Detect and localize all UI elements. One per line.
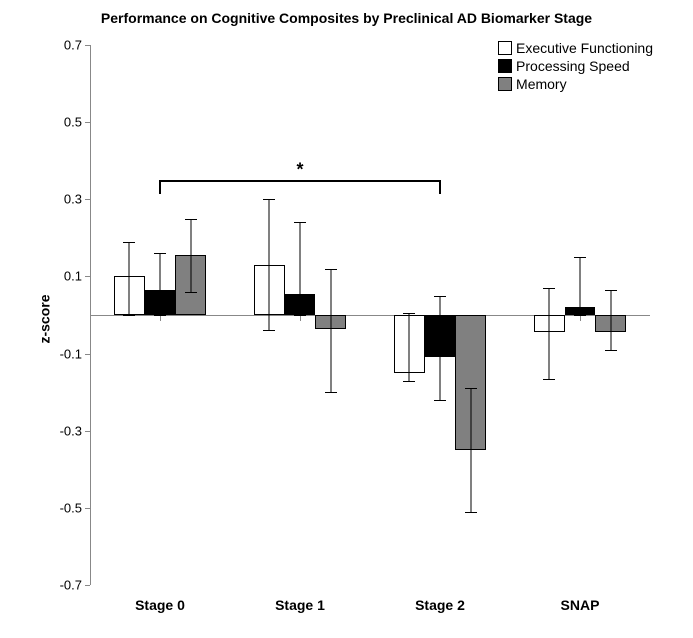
y-tick <box>85 508 90 509</box>
y-tick-label: -0.7 <box>60 578 82 593</box>
error-bar-cap <box>605 290 617 291</box>
y-tick-label: 0.5 <box>64 115 82 130</box>
error-bar-cap <box>154 315 166 316</box>
y-tick-label: 0.1 <box>64 269 82 284</box>
y-axis-line <box>90 45 91 585</box>
y-axis-label: z-score <box>37 294 53 343</box>
legend-label: Executive Functioning <box>516 40 653 56</box>
error-bar <box>580 257 581 315</box>
error-bar <box>409 313 410 381</box>
error-bar-cap <box>325 392 337 393</box>
y-tick <box>85 276 90 277</box>
error-bar-cap <box>574 257 586 258</box>
error-bar-cap <box>185 292 197 293</box>
legend-label: Processing Speed <box>516 58 630 74</box>
error-bar <box>549 288 550 379</box>
x-tick-label: Stage 1 <box>275 597 325 613</box>
legend: Executive Functioning Processing Speed Mem… <box>498 40 653 94</box>
error-bar-cap <box>434 296 446 297</box>
legend-swatch <box>498 59 512 73</box>
y-tick-label: -0.1 <box>60 346 82 361</box>
error-bar-cap <box>123 315 135 316</box>
x-tick-label: Stage 0 <box>135 597 185 613</box>
legend-item: Memory <box>498 76 653 92</box>
error-bar-cap <box>543 288 555 289</box>
chart-container: Performance on Cognitive Composites by P… <box>0 0 693 638</box>
error-bar-cap <box>403 381 415 382</box>
legend-item: Executive Functioning <box>498 40 653 56</box>
y-tick <box>85 199 90 200</box>
legend-swatch <box>498 77 512 91</box>
legend-item: Processing Speed <box>498 58 653 74</box>
error-bar-cap <box>294 315 306 316</box>
error-bar-cap <box>465 388 477 389</box>
chart-title: Performance on Cognitive Composites by P… <box>0 10 693 26</box>
error-bar <box>269 199 270 330</box>
error-bar-cap <box>465 512 477 513</box>
error-bar-cap <box>543 379 555 380</box>
error-bar-cap <box>263 199 275 200</box>
x-tick-label: Stage 2 <box>415 597 465 613</box>
zero-axis-line <box>90 315 650 316</box>
y-tick-label: -0.3 <box>60 423 82 438</box>
y-tick <box>85 354 90 355</box>
error-bar <box>470 388 471 511</box>
error-bar-cap <box>325 269 337 270</box>
legend-swatch <box>498 41 512 55</box>
significance-bracket-arm <box>159 180 161 194</box>
error-bar <box>129 242 130 315</box>
error-bar-cap <box>294 222 306 223</box>
error-bar <box>330 269 331 392</box>
error-bar <box>160 253 161 315</box>
error-bar-cap <box>263 330 275 331</box>
y-tick-label: -0.5 <box>60 500 82 515</box>
y-tick <box>85 585 90 586</box>
significance-star: * <box>296 160 303 181</box>
error-bar-cap <box>574 315 586 316</box>
x-tick-label: SNAP <box>561 597 600 613</box>
error-bar-cap <box>605 350 617 351</box>
error-bar-cap <box>185 219 197 220</box>
y-tick-label: 0.7 <box>64 38 82 53</box>
plot-area: -0.7-0.5-0.3-0.10.10.30.50.7Stage 0Stage… <box>90 45 650 585</box>
y-tick <box>85 122 90 123</box>
error-bar <box>190 219 191 292</box>
y-tick <box>85 45 90 46</box>
error-bar <box>440 296 441 400</box>
error-bar-cap <box>154 253 166 254</box>
y-tick <box>85 431 90 432</box>
error-bar <box>610 290 611 350</box>
error-bar-cap <box>123 242 135 243</box>
legend-label: Memory <box>516 76 567 92</box>
error-bar-cap <box>434 400 446 401</box>
significance-bracket-arm <box>439 180 441 194</box>
error-bar-cap <box>403 313 415 314</box>
y-tick-label: 0.3 <box>64 192 82 207</box>
error-bar <box>300 222 301 315</box>
